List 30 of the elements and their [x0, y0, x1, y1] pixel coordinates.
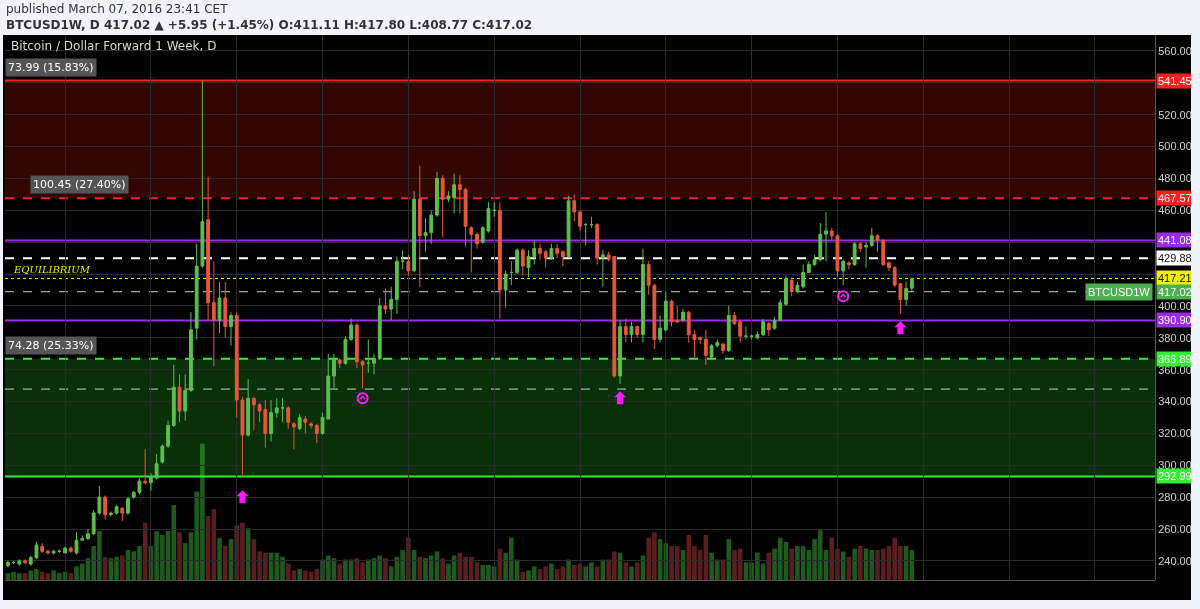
y-tick-label: 560.00 [1158, 44, 1192, 57]
y-tick-label: 380.00 [1158, 331, 1192, 344]
y-tick-label: 500.00 [1158, 140, 1192, 153]
ref-line-label: 467.57 [1158, 192, 1192, 204]
annotation: 74.28 (25.33%) [8, 339, 94, 352]
ref-line-label: 366.89 [1158, 353, 1192, 365]
ref-line-label: 390.90 [1158, 314, 1192, 326]
y-tick-label: 360.00 [1158, 363, 1192, 376]
annotation: 417.02 [1158, 286, 1192, 298]
annotation: 73.99 (15.83%) [8, 61, 94, 74]
y-tick-label: 480.00 [1158, 172, 1192, 185]
y-tick-label: 260.00 [1158, 522, 1192, 535]
ref-line-label: 292.99 [1158, 470, 1192, 482]
chart-subtitle: BTCUSD1W, D 417.02 ▲ +5.95 (+1.45%) O:411.11 H:417.80 L:408.77 C:417.02 [6, 17, 533, 33]
y-tick-label: 340.00 [1158, 395, 1192, 408]
annotation: 100.45 (27.40%) [33, 178, 126, 191]
ref-line-label: 541.45 [1158, 75, 1192, 87]
ref-line-label: 417.21 [1158, 272, 1192, 284]
y-tick-label: 240.00 [1158, 554, 1192, 567]
annotation: BTCUSD1W [1088, 286, 1151, 298]
annotation: EQUILIBRIUM [13, 264, 91, 275]
ref-line-label: 429.88 [1158, 252, 1192, 264]
y-tick-label: 320.00 [1158, 427, 1192, 440]
ref-line-label: 441.08 [1158, 234, 1192, 246]
chart-title: Bitcoin / Dollar Forward 1 Week, D [11, 39, 217, 53]
y-tick-label: 520.00 [1158, 108, 1192, 121]
y-tick-label: 280.00 [1158, 490, 1192, 503]
y-tick-label: 460.00 [1158, 204, 1192, 217]
y-tick-label: 400.00 [1158, 299, 1192, 312]
text: published March 07, 2016 23:41 CET [6, 1, 229, 17]
